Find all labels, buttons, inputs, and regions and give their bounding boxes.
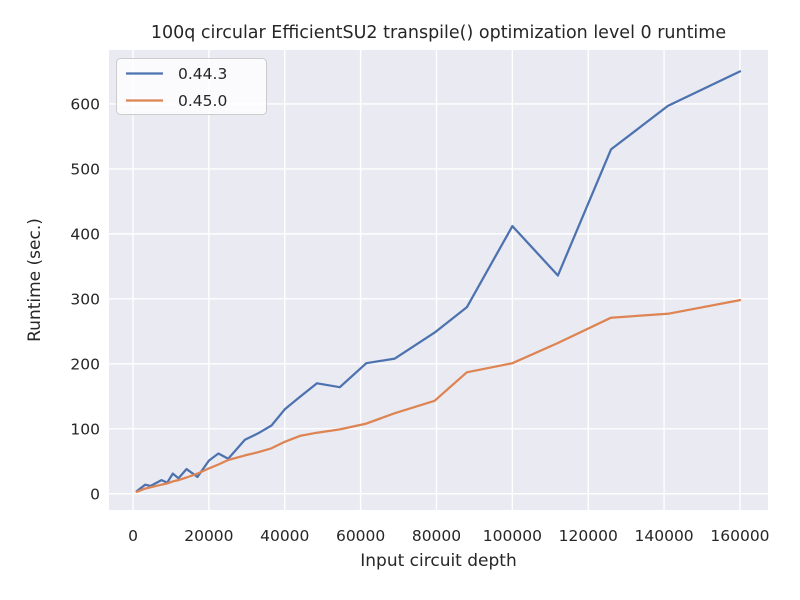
x-axis-label: Input circuit depth <box>360 551 517 571</box>
legend: 0.44.3 0.45.0 <box>116 58 267 115</box>
series-line-1 <box>135 298 742 493</box>
y-tick-label: 600 <box>70 95 100 113</box>
y-tick-label: 200 <box>70 355 100 373</box>
x-tick-label: 120000 <box>559 527 618 545</box>
series-line-0 <box>135 70 742 493</box>
y-axis-label: Runtime (sec.) <box>25 218 45 342</box>
legend-label: 0.45.0 <box>178 92 227 110</box>
legend-item: 0.45.0 <box>126 92 227 110</box>
x-tick-label: 0 <box>128 527 138 545</box>
x-tick-label: 40000 <box>260 527 309 545</box>
y-tick-label: 100 <box>70 420 100 438</box>
y-tick-label: 0 <box>90 485 100 503</box>
x-tick-label: 60000 <box>336 527 385 545</box>
x-tick-label: 80000 <box>412 527 461 545</box>
x-tick-label: 20000 <box>184 527 233 545</box>
x-tick-label: 100000 <box>483 527 542 545</box>
y-tick-label: 400 <box>70 225 100 243</box>
y-tick-label: 500 <box>70 160 100 178</box>
x-tick-label: 160000 <box>710 527 769 545</box>
x-tick-label: 140000 <box>635 527 694 545</box>
chart-title: 100q circular EfficientSU2 transpile() o… <box>151 23 726 43</box>
legend-item: 0.44.3 <box>126 65 227 83</box>
y-tick-label: 300 <box>70 290 100 308</box>
legend-label: 0.44.3 <box>178 65 227 83</box>
plot-area <box>109 50 768 510</box>
